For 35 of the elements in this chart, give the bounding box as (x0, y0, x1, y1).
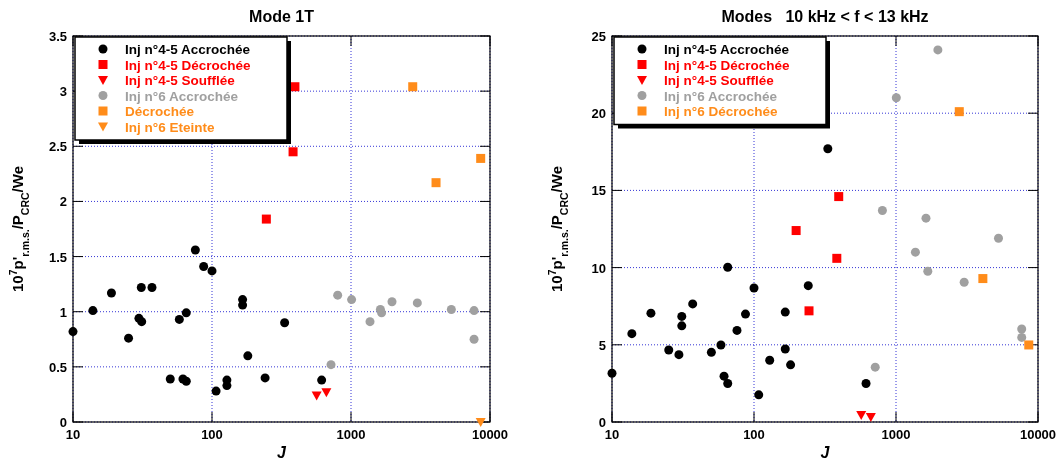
y-tick-label: 1.5 (48, 249, 67, 265)
legend-label: Inj n°6 Accrochée (125, 88, 239, 104)
x-tick-label: 100 (201, 427, 223, 442)
x-tick-label: 10000 (471, 427, 509, 442)
x-tick-label: 10000 (1019, 427, 1057, 442)
y-tick-label: 3 (59, 84, 67, 100)
legend-label: Inj n°4-5 Accrochée (125, 42, 251, 57)
chart-title: Mode 1T (249, 8, 315, 25)
y-tick-label: 2.5 (48, 139, 67, 155)
legend-label: Inj n°4-5 Accrochée (664, 42, 790, 57)
y-tick-label: 20 (591, 106, 606, 122)
legend-label: Décrochée (125, 104, 195, 119)
x-tick-label: 1000 (881, 427, 911, 442)
y-tick-label: 0 (59, 415, 67, 430)
x-tick-label: 100 (743, 427, 765, 442)
y-tick-label: 5 (598, 337, 606, 353)
y-tick-label: 15 (591, 183, 606, 199)
legend-label: Inj n°6 Eteinte (125, 119, 215, 135)
chart-title: Modes 10 kHz < f < 13 kHz (721, 8, 929, 25)
y-tick-label: 2 (59, 194, 67, 210)
y-tick-label: 1 (59, 304, 67, 320)
y-tick-label: 0 (598, 415, 606, 430)
x-tick-label: 1000 (336, 427, 366, 442)
y-tick-label: 0.5 (48, 359, 67, 375)
y-tick-label: 25 (591, 29, 606, 44)
legend-label: Inj n°4-5 Soufflée (125, 73, 236, 88)
legend-label: Inj n°4-5 Décrochée (125, 57, 251, 73)
y-tick-label: 3.5 (48, 29, 67, 44)
legend-label: Inj n°6 Décrochée (664, 104, 778, 119)
x-axis-title: J (820, 444, 831, 461)
legend-label: Inj n°4-5 Décrochée (664, 57, 790, 73)
x-axis-title: J (277, 444, 288, 461)
legend-label: Inj n°6 Accrochée (664, 88, 778, 104)
legend-label: Inj n°4-5 Soufflée (664, 73, 775, 88)
y-tick-label: 10 (591, 260, 606, 276)
